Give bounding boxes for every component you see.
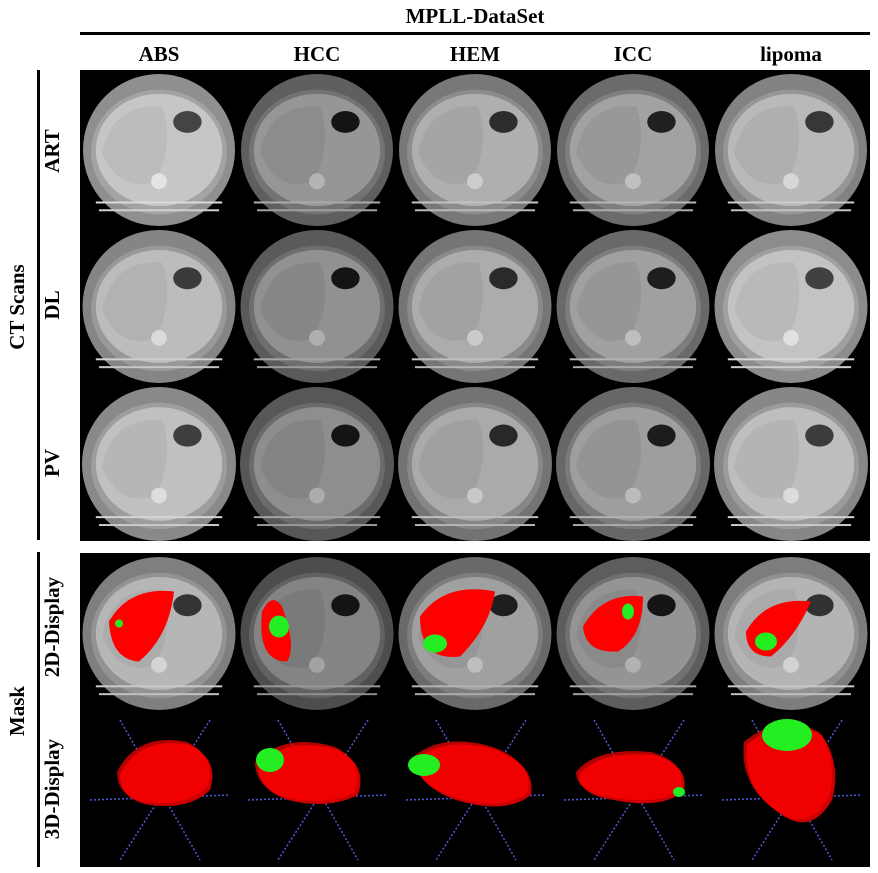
column-header-lipoma: lipoma	[760, 42, 822, 66]
ct-image-art-lipoma	[712, 70, 870, 226]
ct-image-dl-lipoma	[712, 226, 870, 383]
mask-2d-image-abs	[80, 553, 238, 710]
row-label-dl: DL	[40, 290, 64, 320]
mask-2d-image-hcc	[238, 553, 396, 710]
ct-image-pv-lipoma	[712, 383, 870, 541]
ct-image-art-hcc	[238, 70, 396, 226]
ct-image-dl-hcc	[238, 226, 396, 383]
mask-2d-image-icc	[554, 553, 712, 710]
mask-2d-image-lipoma	[712, 553, 870, 710]
ct-image-art-hem	[396, 70, 554, 226]
mask-3d-render-hcc	[238, 710, 396, 867]
ct-image-dl-hem	[396, 226, 554, 383]
ct-image-pv-icc	[554, 383, 712, 541]
group-rule-ct	[37, 70, 40, 540]
column-header-icc: ICC	[613, 42, 653, 66]
ct-image-art-icc	[554, 70, 712, 226]
group-label-mask: Mask	[5, 685, 29, 737]
mask-3d-render-abs	[80, 710, 238, 867]
column-header-abs: ABS	[138, 42, 180, 66]
ct-image-pv-hem	[396, 383, 554, 541]
column-header-hcc: HCC	[293, 42, 341, 66]
ct-image-dl-icc	[554, 226, 712, 383]
ct-image-pv-hcc	[238, 383, 396, 541]
mask-3d-render-lipoma	[712, 710, 870, 867]
mask-3d-render-icc	[554, 710, 712, 867]
figure-title: MPLL-DataSet	[405, 4, 545, 28]
mask-2d-image-hem	[396, 553, 554, 710]
ct-image-dl-abs	[80, 226, 238, 383]
row-label-3d-display: 3D-Display	[40, 738, 64, 840]
group-rule-mask	[37, 552, 40, 867]
row-label-art: ART	[40, 129, 64, 173]
group-label-ct-scans: CT Scans	[5, 264, 29, 350]
row-label-2d-display: 2D-Display	[40, 576, 64, 678]
ct-image-art-abs	[80, 70, 238, 226]
ct-image-pv-abs	[80, 383, 238, 541]
title-rule	[80, 32, 870, 35]
column-header-hem: HEM	[449, 42, 501, 66]
row-label-pv: PV	[40, 449, 64, 477]
mask-3d-render-hem	[396, 710, 554, 867]
